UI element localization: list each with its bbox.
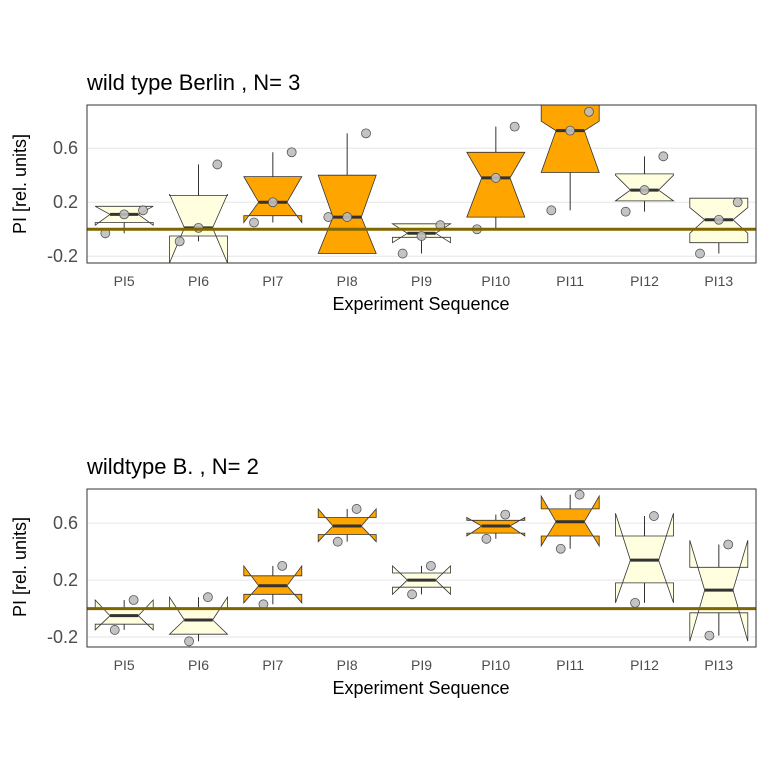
data-point [361,128,371,139]
x-tick-label: PI6 [188,657,209,673]
data-point [565,125,576,136]
x-tick-label: PI11 [556,657,584,673]
notched-box [168,595,229,635]
data-point [584,106,594,117]
panel-title: wildtype B. , N= 2 [86,454,259,479]
data-point [332,536,343,547]
x-tick-label: PI10 [481,273,510,289]
x-tick-label: PI7 [262,657,283,673]
data-point [323,212,334,222]
notched-box [540,104,600,173]
x-tick-label: PI12 [630,273,659,289]
data-point [695,248,705,259]
x-axis-label: Experiment Sequence [332,294,509,314]
x-tick-label: PI5 [114,273,135,289]
data-point [128,595,139,605]
data-point [574,489,585,500]
data-point [416,231,427,241]
x-tick-label: PI7 [262,273,283,289]
data-point [267,197,278,208]
data-point [620,206,631,217]
y-tick-label: 0.6 [53,138,78,158]
y-tick-label: -0.2 [47,246,78,266]
data-point [138,205,148,216]
x-tick-label: PI5 [114,657,135,673]
data-point [407,589,417,600]
data-point [500,509,511,520]
x-tick-label: PI13 [704,273,733,289]
data-point [212,159,223,170]
data-point [277,560,288,571]
boxplot-panel-wildtype-b: wildtype B. , N= 2 0.6 0.2 -0.2 PI5 PI6 PI7 PI… [10,454,757,698]
data-point [184,636,194,647]
x-tick-label: PI9 [411,657,432,673]
data-point [732,197,743,208]
x-tick-label: PI8 [337,273,358,289]
data-point [704,630,715,641]
notched-box [466,151,526,218]
data-point [546,205,557,216]
y-axis-label: PI [rel. units] [10,134,30,234]
boxplot-panel-berlin: wild type Berlin , N= 3 0.6 0.2 -0.2 PI5 PI6… [10,70,757,314]
panel-title: wild type Berlin , N= 3 [86,70,300,95]
x-tick-label: PI12 [630,657,659,673]
data-point [723,539,734,550]
data-point [658,151,669,162]
x-axis-label: Experiment Sequence [332,678,509,698]
data-point [639,185,650,195]
plot-area: 0.6 0.2 -0.2 PI5 PI6 PI7 PI8 PI9 PI10 PI11 PI12 PI1… [47,104,757,289]
data-point [481,533,492,544]
y-tick-label: -0.2 [47,627,78,647]
x-tick-label: PI9 [411,273,432,289]
notched-box [615,513,674,604]
data-point [351,504,362,514]
data-point [649,511,659,521]
x-tick-label: PI6 [188,273,209,289]
y-axis-label: PI [rel. units] [10,517,30,617]
data-point [119,209,130,220]
plot-area: 0.6 0.2 -0.2 PI5 PI6 PI7 PI8 PI9 PI10 PI11 PI12 PI1… [47,488,757,673]
x-tick-label: PI10 [481,657,510,673]
data-point [555,543,566,554]
panel-border [86,104,757,264]
data-point [109,625,120,635]
data-point [249,217,259,228]
y-tick-label: 0.6 [53,513,78,533]
data-point [490,173,501,183]
y-tick-label: 0.2 [53,570,78,590]
data-point [426,560,436,571]
data-point [174,236,185,247]
x-tick-label: PI13 [704,657,733,673]
y-tick-label: 0.2 [53,192,78,212]
data-point [203,592,213,603]
panel-border [86,488,757,648]
data-point [509,121,520,132]
data-point [286,147,297,158]
x-tick-label: PI11 [556,273,584,289]
data-point [713,214,724,225]
data-point [342,212,353,222]
x-tick-label: PI8 [337,657,358,673]
data-point [397,248,408,259]
data-point [630,597,640,608]
